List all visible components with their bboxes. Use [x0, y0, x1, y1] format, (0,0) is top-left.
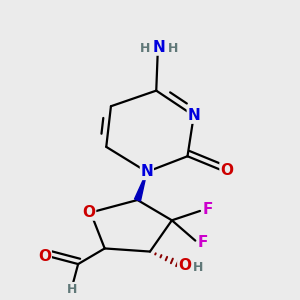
Text: O: O: [178, 258, 191, 273]
Text: H: H: [140, 42, 151, 55]
Text: N: N: [153, 40, 166, 55]
Text: F: F: [198, 235, 208, 250]
Text: O: O: [38, 249, 51, 264]
Polygon shape: [134, 172, 147, 201]
Text: F: F: [202, 202, 213, 217]
Text: N: N: [140, 164, 153, 179]
Text: N: N: [188, 108, 200, 123]
Text: O: O: [82, 205, 96, 220]
Text: H: H: [168, 42, 178, 55]
Text: O: O: [220, 163, 233, 178]
Text: H: H: [67, 283, 77, 296]
Text: H: H: [193, 261, 203, 274]
